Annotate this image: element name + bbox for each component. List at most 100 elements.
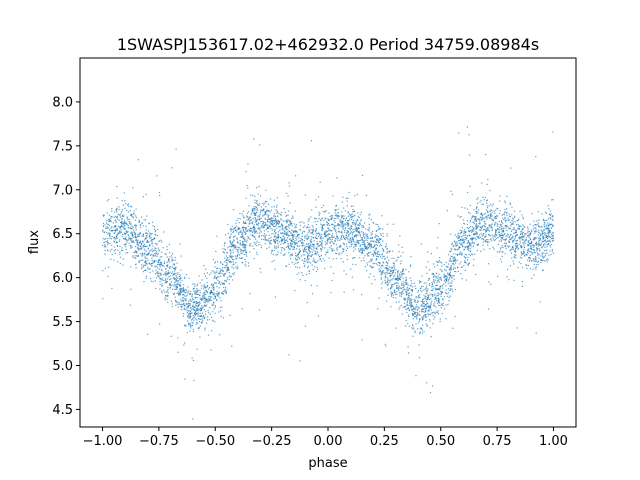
data-point <box>246 216 248 218</box>
data-point <box>383 250 385 252</box>
data-point <box>216 267 218 270</box>
data-point <box>433 282 436 284</box>
data-point <box>243 243 245 246</box>
data-point <box>157 252 159 254</box>
data-point <box>428 305 430 307</box>
data-point <box>546 249 548 251</box>
data-point <box>172 274 174 276</box>
data-point <box>183 302 185 304</box>
data-point <box>373 275 375 278</box>
data-point <box>107 237 109 240</box>
data-point <box>484 153 487 156</box>
data-point <box>148 235 150 237</box>
data-point <box>512 247 514 249</box>
data-point <box>427 288 429 290</box>
data-point <box>139 242 141 244</box>
data-point <box>471 226 474 228</box>
data-point <box>315 227 317 230</box>
data-point <box>292 236 294 238</box>
data-point <box>508 235 511 238</box>
data-point <box>212 284 214 287</box>
data-point <box>269 242 271 244</box>
data-point <box>147 268 149 270</box>
data-point <box>242 251 244 253</box>
data-point <box>422 301 424 303</box>
data-point <box>377 255 379 258</box>
data-point <box>357 231 359 233</box>
data-point <box>149 254 152 257</box>
data-point <box>378 265 380 267</box>
data-point <box>416 313 418 315</box>
data-point <box>457 266 459 268</box>
data-point <box>462 242 464 244</box>
data-point <box>393 257 395 260</box>
data-point <box>416 309 419 311</box>
data-point <box>503 214 505 216</box>
data-point <box>405 283 407 286</box>
data-point <box>346 232 348 234</box>
data-point <box>135 263 137 266</box>
data-point <box>395 327 397 329</box>
data-point <box>227 276 229 278</box>
data-point <box>414 330 416 332</box>
data-point <box>220 261 222 263</box>
data-point <box>136 241 138 243</box>
data-point <box>113 226 115 228</box>
data-point <box>391 292 393 294</box>
data-point <box>490 227 492 229</box>
data-point <box>262 235 265 237</box>
data-point <box>402 277 404 279</box>
data-point <box>347 220 349 222</box>
data-point <box>237 267 239 269</box>
data-point <box>361 238 363 240</box>
data-point <box>423 294 425 296</box>
data-point <box>326 224 328 226</box>
data-point <box>274 296 277 298</box>
data-point <box>233 227 236 230</box>
data-point <box>376 234 378 237</box>
data-point <box>316 248 318 250</box>
data-point <box>524 239 526 241</box>
data-point <box>529 254 531 256</box>
data-point <box>537 210 539 213</box>
data-point <box>401 290 403 292</box>
data-point <box>528 236 530 238</box>
data-point <box>413 299 415 301</box>
data-point <box>488 224 490 226</box>
data-point <box>222 270 224 272</box>
data-point <box>229 314 231 316</box>
data-point <box>174 300 177 303</box>
data-point <box>235 248 237 250</box>
data-point <box>528 244 530 246</box>
data-point <box>111 216 113 218</box>
data-point <box>210 349 212 351</box>
data-point <box>166 261 168 264</box>
data-point <box>263 226 265 228</box>
data-point <box>182 289 184 291</box>
data-point <box>502 222 504 224</box>
data-point <box>535 257 537 259</box>
data-point <box>343 270 345 272</box>
data-point <box>228 283 230 285</box>
data-point <box>335 204 338 206</box>
data-point <box>244 244 246 246</box>
data-point <box>385 267 387 269</box>
data-point <box>214 266 216 268</box>
data-point <box>188 317 190 319</box>
data-point <box>342 248 344 251</box>
data-point <box>438 289 440 291</box>
data-point <box>335 232 337 234</box>
data-point <box>266 220 269 222</box>
data-point <box>551 234 553 236</box>
data-point <box>355 228 357 230</box>
data-point <box>182 291 184 293</box>
data-point <box>518 227 521 230</box>
data-point <box>336 177 338 179</box>
data-point <box>308 246 311 248</box>
data-point <box>459 242 461 244</box>
data-point <box>490 215 492 217</box>
data-point <box>322 237 324 239</box>
data-point <box>254 213 256 215</box>
data-point <box>415 311 417 314</box>
data-point <box>205 287 207 289</box>
